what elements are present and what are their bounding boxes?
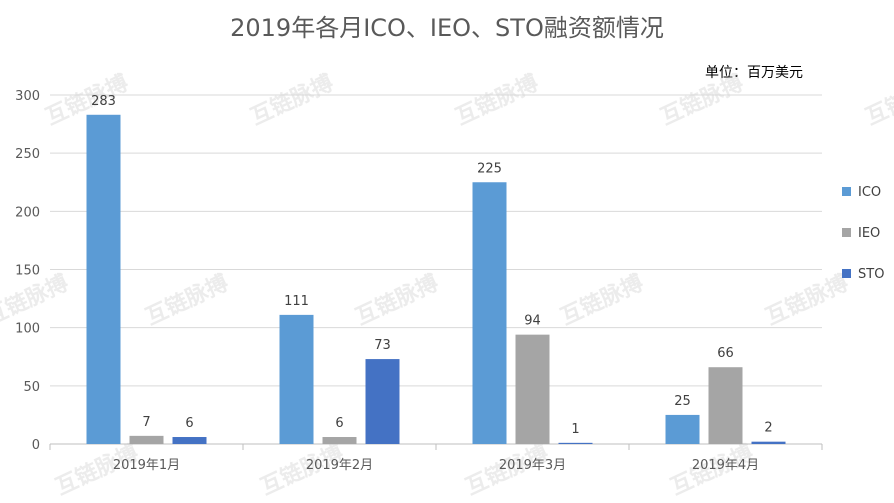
grid-lines	[50, 94, 822, 445]
data-label: 73	[374, 338, 391, 353]
data-label: 225	[477, 161, 502, 176]
legend-label-ico: ICO	[858, 185, 881, 200]
bar-ieo	[129, 435, 164, 444]
y-tick-label: 150	[15, 264, 40, 279]
bar-ieo	[708, 367, 743, 444]
data-labels: 283 7 6 111 6 73 225 94 1 25 66 2	[91, 94, 773, 437]
unit-label: 单位：百万美元	[705, 65, 803, 81]
data-label: 2	[764, 421, 772, 436]
x-tick-label: 2019年1月	[113, 458, 180, 473]
x-axis-ticks: 2019年1月 2019年2月 2019年3月 2019年4月	[49, 444, 823, 473]
watermark-text: 互链脉搏	[352, 270, 443, 331]
y-tick-label: 50	[23, 380, 40, 395]
data-label: 6	[185, 416, 193, 431]
x-tick-label: 2019年4月	[692, 458, 759, 473]
bar-ico	[279, 314, 314, 444]
bar-sto	[365, 359, 400, 444]
legend-swatch-ico	[842, 187, 851, 196]
data-label: 7	[142, 415, 150, 430]
bar-sto	[558, 442, 593, 444]
watermark-text: 互链脉搏	[247, 70, 338, 131]
y-tick-label: 250	[15, 147, 40, 162]
watermark-text: 互链脉搏	[762, 270, 853, 331]
bar-ico	[665, 414, 700, 444]
legend-swatch-ieo	[842, 228, 851, 237]
y-tick-label: 100	[15, 322, 40, 337]
y-axis-ticks: 0 50 100 150 200 250 300	[15, 89, 40, 453]
bar-ico	[472, 182, 507, 444]
bars	[86, 114, 786, 444]
legend-label-sto: STO	[858, 267, 884, 282]
watermark-text: 互链脉搏	[862, 70, 894, 131]
data-label: 1	[571, 422, 579, 437]
watermark-text: 互链脉搏	[657, 70, 748, 131]
watermark-text: 互链脉搏	[452, 70, 543, 131]
watermark-text: 互链脉搏	[557, 270, 648, 331]
data-label: 94	[524, 314, 541, 329]
x-tick-label: 2019年3月	[499, 458, 566, 473]
bar-sto	[172, 437, 207, 444]
y-tick-label: 300	[15, 89, 40, 104]
bar-ieo	[515, 334, 550, 444]
bar-sto	[751, 441, 786, 444]
y-tick-label: 200	[15, 205, 40, 220]
legend-label-ieo: IEO	[858, 226, 880, 241]
data-label: 66	[717, 346, 734, 361]
data-label: 111	[284, 294, 309, 309]
data-label: 283	[91, 94, 116, 109]
legend-swatch-sto	[842, 269, 851, 278]
bar-ieo	[322, 437, 357, 444]
legend: ICO IEO STO	[842, 185, 884, 282]
bar-ico	[86, 114, 121, 444]
y-tick-label: 0	[32, 438, 40, 453]
x-tick-label: 2019年2月	[306, 458, 373, 473]
watermark-text: 互链脉搏	[142, 270, 233, 331]
chart-title: 2019年各月ICO、IEO、STO融资额情况	[230, 14, 664, 42]
data-label: 6	[335, 416, 343, 431]
data-label: 25	[674, 394, 691, 409]
